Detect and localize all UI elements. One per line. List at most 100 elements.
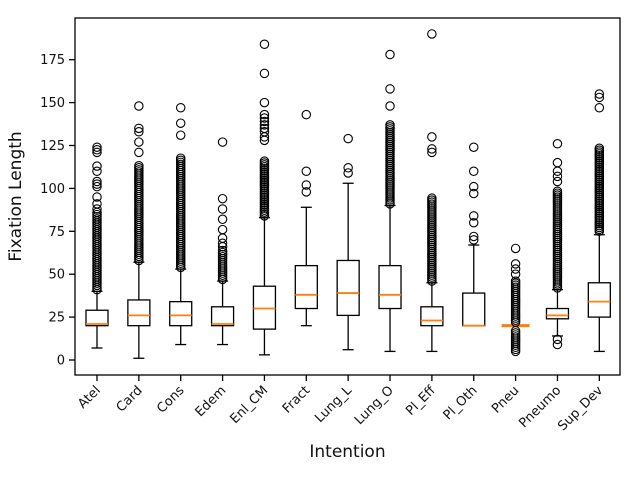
- outlier-point: [301, 166, 312, 176]
- y-tick-label: 25: [48, 311, 65, 326]
- iqr-box: [294, 264, 318, 310]
- iqr-box: [336, 259, 360, 317]
- y-tick-label: 150: [40, 96, 65, 111]
- outlier-point: [427, 147, 437, 158]
- box-Pl_Oth: [462, 142, 486, 327]
- outlier-point: [510, 264, 521, 274]
- outlier-point: [134, 101, 144, 111]
- outlier-point: [468, 211, 479, 221]
- outlier-point: [468, 231, 479, 242]
- outlier-point: [468, 181, 479, 192]
- x-axis-label: Intention: [309, 442, 385, 462]
- outlier-point: [385, 120, 395, 130]
- outlier-point: [343, 133, 353, 144]
- outlier-point: [175, 118, 186, 128]
- outlier-point: [427, 193, 437, 203]
- iqr-box: [127, 299, 151, 327]
- y-tick-label: 50: [48, 268, 65, 283]
- outlier-point: [134, 127, 144, 137]
- outlier-point: [594, 89, 605, 99]
- outlier-point: [217, 238, 228, 249]
- y-tick-label: 100: [40, 182, 65, 197]
- outlier-point: [134, 160, 144, 171]
- outlier-point: [427, 132, 437, 142]
- outlier-point: [217, 137, 228, 147]
- outlier-point: [259, 39, 270, 50]
- box-Pneu: [501, 243, 530, 357]
- outlier-point: [552, 339, 563, 350]
- outlier-point: [259, 68, 270, 79]
- box-Sup_Dev: [587, 89, 611, 353]
- outlier-point: [510, 243, 521, 254]
- outlier-point: [92, 181, 102, 192]
- outlier-point: [594, 143, 605, 153]
- outlier-point: [552, 139, 563, 149]
- outlier-point: [510, 269, 521, 279]
- outlier-point: [259, 109, 270, 120]
- iqr-box: [85, 309, 109, 327]
- outlier-point: [552, 171, 563, 182]
- box-Enl_CM: [252, 39, 277, 356]
- y-tick-label: 0: [57, 354, 65, 369]
- outlier-point: [217, 204, 228, 214]
- outlier-point: [92, 192, 102, 202]
- box-Fract: [294, 109, 318, 327]
- box-Lung_O: [378, 49, 402, 353]
- outlier-point: [134, 137, 144, 147]
- outlier-point: [427, 29, 437, 39]
- outlier-point: [468, 235, 479, 245]
- outlier-point: [510, 259, 521, 269]
- outlier-point: [468, 188, 479, 199]
- outlier-point: [468, 166, 479, 176]
- outlier-point: [468, 142, 479, 152]
- outlier-point: [92, 166, 102, 176]
- y-tick-label: 125: [40, 139, 65, 154]
- outlier-point: [301, 109, 312, 120]
- box-Pneumo: [545, 139, 570, 350]
- outlier-point: [92, 145, 102, 155]
- outlier-point: [92, 199, 102, 209]
- outlier-point: [301, 187, 312, 197]
- outlier-point: [343, 168, 353, 178]
- outlier-point: [510, 276, 521, 286]
- outlier-point: [552, 186, 563, 196]
- outlier-point: [385, 101, 395, 111]
- outlier-point: [385, 49, 395, 60]
- iqr-box: [545, 307, 570, 320]
- outlier-point: [468, 217, 479, 228]
- outlier-point: [92, 142, 102, 152]
- outlier-point: [175, 130, 186, 140]
- outlier-point: [301, 180, 312, 190]
- outlier-point: [217, 214, 228, 225]
- box-Card: [127, 101, 151, 359]
- outlier-point: [92, 147, 102, 158]
- outlier-point: [259, 120, 270, 130]
- outlier-point: [259, 156, 270, 166]
- outlier-point: [217, 245, 228, 256]
- iqr-box: [587, 282, 611, 318]
- outlier-point: [259, 97, 270, 108]
- outlier-point: [343, 163, 353, 173]
- outlier-point: [217, 193, 228, 204]
- box-Edem: [210, 137, 235, 346]
- outlier-point: [175, 153, 186, 163]
- outlier-point: [259, 113, 270, 123]
- plot-border: [74, 17, 621, 376]
- y-tick-label: 75: [48, 225, 65, 240]
- outlier-point: [134, 147, 144, 158]
- outlier-point: [92, 204, 102, 214]
- outlier-point: [552, 176, 563, 187]
- y-tick-label: 175: [40, 53, 65, 68]
- outlier-point: [92, 176, 102, 187]
- iqr-box: [420, 306, 444, 327]
- outlier-point: [92, 161, 102, 171]
- outlier-point: [217, 224, 228, 235]
- box-Atel: [85, 142, 109, 349]
- outlier-point: [134, 123, 144, 134]
- outlier-point: [594, 92, 605, 103]
- outlier-point: [259, 127, 270, 137]
- outlier-point: [385, 84, 395, 94]
